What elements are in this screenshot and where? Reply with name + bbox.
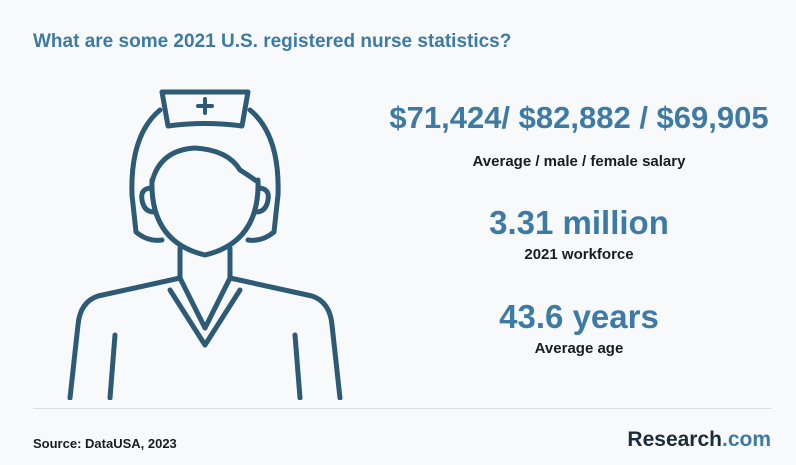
salary-stat-label: Average / male / female salary bbox=[472, 153, 686, 170]
workforce-stat-value: 3.31 million bbox=[489, 204, 669, 241]
page-title: What are some 2021 U.S. registered nurse… bbox=[33, 31, 512, 52]
source-citation: Source: DataUSA, 2023 bbox=[33, 436, 177, 451]
age-stat-label: Average age bbox=[534, 340, 624, 357]
brand-domain: .com bbox=[721, 428, 771, 451]
age-stat-value: 43.6 years bbox=[499, 298, 659, 335]
brand-name: Research bbox=[627, 428, 722, 451]
brand-logo: Research.com bbox=[627, 428, 771, 452]
footer-divider bbox=[33, 408, 772, 409]
nurse-icon bbox=[67, 89, 343, 400]
workforce-stat-label: 2021 workforce bbox=[524, 246, 634, 263]
salary-stat-value: $71,424/ $82,882 / $69,905 bbox=[389, 100, 769, 135]
